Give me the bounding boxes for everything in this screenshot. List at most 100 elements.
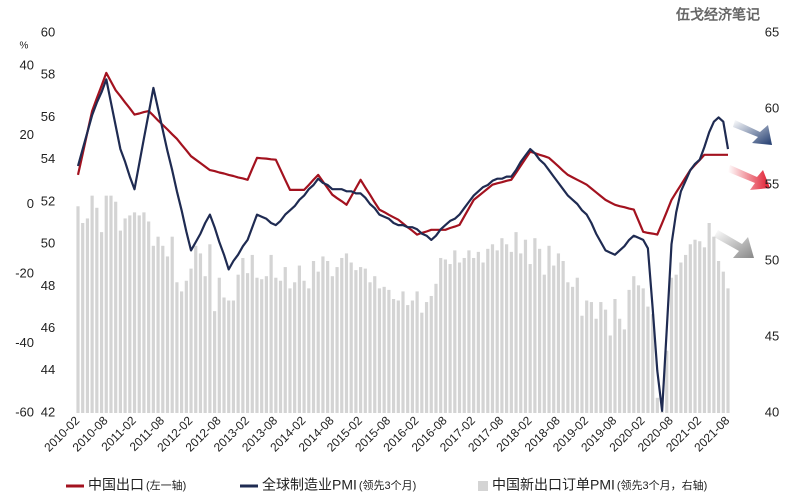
- bar: [448, 264, 452, 413]
- bar: [410, 300, 415, 413]
- bar: [481, 262, 485, 413]
- bar: [519, 253, 523, 413]
- bar: [594, 318, 598, 413]
- bar: [674, 274, 678, 413]
- bar: [349, 262, 353, 413]
- bar: [651, 314, 655, 413]
- bar: [90, 195, 94, 413]
- bar: [231, 300, 236, 413]
- bar: [716, 261, 721, 413]
- bar: [707, 223, 711, 413]
- bar: [132, 212, 137, 413]
- tick-label: 45: [765, 328, 779, 343]
- bar: [721, 271, 725, 413]
- bar: [396, 300, 400, 413]
- bar: [608, 335, 612, 413]
- bar: [368, 282, 372, 413]
- bar: [627, 289, 631, 413]
- bar: [95, 207, 99, 413]
- bar: [646, 306, 650, 413]
- tick-label: 56: [41, 109, 55, 124]
- bar: [316, 271, 320, 413]
- bar: [622, 329, 626, 413]
- tick-label: 58: [41, 67, 55, 82]
- tick-label: 0: [27, 196, 34, 211]
- watermark: 伍戈经济笔记: [675, 7, 760, 23]
- bar: [406, 305, 410, 413]
- arrow: [728, 165, 770, 190]
- bar: [278, 280, 283, 413]
- bar: [245, 273, 250, 413]
- bar: [618, 318, 622, 413]
- bar: [387, 289, 391, 413]
- legend-label: 全球制造业PMI: [262, 477, 357, 493]
- bar: [542, 274, 546, 413]
- tick-label: 55: [765, 176, 779, 191]
- bar: [575, 277, 579, 413]
- bar: [212, 311, 217, 413]
- bar: [330, 276, 334, 413]
- bar: [589, 302, 594, 413]
- bar: [420, 312, 424, 413]
- bar: [457, 262, 462, 413]
- bar: [217, 277, 221, 413]
- tick-label: 40: [20, 57, 34, 72]
- bar: [264, 276, 269, 413]
- bar: [222, 297, 226, 413]
- bar: [688, 244, 692, 413]
- line: [76, 71, 728, 236]
- bar: [702, 247, 707, 413]
- tick-label: 20: [20, 127, 34, 142]
- bar: [344, 253, 349, 413]
- tick-label: 50: [765, 252, 779, 267]
- bar: [189, 268, 193, 413]
- line: [76, 78, 730, 412]
- arrow: [714, 230, 754, 258]
- bar: [326, 261, 330, 413]
- bar: [109, 195, 113, 413]
- tick-label: -40: [15, 335, 34, 350]
- bar: [537, 248, 542, 413]
- bar: [81, 223, 85, 413]
- bar: [250, 254, 254, 413]
- bar: [684, 254, 688, 413]
- bar: [500, 238, 504, 413]
- bar: [194, 245, 198, 413]
- bar: [443, 259, 447, 413]
- legend-note: (领先3个月): [359, 479, 416, 492]
- bar: [184, 280, 188, 413]
- legend-note: (左一轴): [146, 478, 186, 492]
- bar: [175, 282, 179, 413]
- bar: [76, 206, 80, 413]
- bar: [566, 282, 570, 413]
- bar: [472, 257, 476, 413]
- bar: [570, 286, 575, 413]
- bar: [523, 239, 528, 413]
- bar: [509, 251, 513, 413]
- bar: [137, 215, 141, 413]
- bar: [377, 288, 382, 413]
- bar: [495, 250, 499, 413]
- bar: [382, 286, 386, 413]
- bar: [462, 257, 466, 413]
- bar: [613, 299, 617, 413]
- bar: [302, 280, 306, 413]
- legend-note: (领先3个月，右轴): [617, 478, 707, 492]
- bar: [311, 261, 316, 413]
- bar: [453, 250, 457, 413]
- bar: [486, 248, 490, 413]
- unit-label: %: [20, 41, 29, 52]
- bar: [603, 309, 608, 413]
- bar: [726, 288, 730, 413]
- tick-label: 40: [765, 404, 779, 419]
- bar: [85, 218, 90, 413]
- tick-label: 60: [765, 100, 779, 115]
- bar: [269, 254, 273, 413]
- bar: [712, 236, 716, 413]
- bar: [476, 251, 480, 413]
- legend-label: 中国新出口订单PMI: [492, 477, 615, 493]
- bar: [142, 212, 146, 413]
- bar: [514, 232, 518, 413]
- bar: [641, 288, 645, 413]
- bar: [580, 315, 584, 413]
